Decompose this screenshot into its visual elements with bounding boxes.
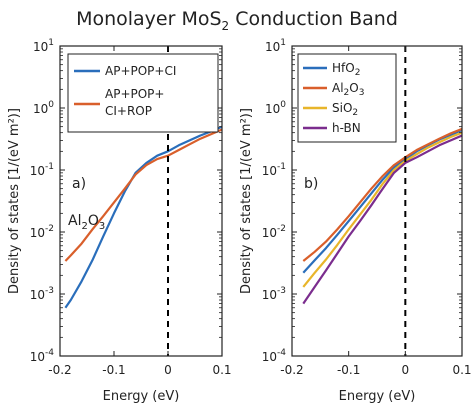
- legend-label-b-3: h-BN: [332, 121, 361, 135]
- y-tick-label-a-4: 100: [33, 100, 54, 116]
- figure-title-tail: Conduction Band: [229, 8, 398, 30]
- y-tick-label-b-1: 10-3: [262, 286, 286, 302]
- series-line-a-0: [64, 125, 222, 309]
- panel-b: -0.2 -0.1 0 0.1 10-4 10-3 10-2 10-1 100 101 Energy…: [239, 38, 472, 404]
- legend-label-b-2: SiO2: [332, 101, 358, 118]
- legend-label-a-1: AP+POP+ CI+ROP: [105, 87, 164, 118]
- y-tick-label-a-2: 10-2: [30, 224, 54, 240]
- y-tick-label-b-3: 10-1: [262, 162, 286, 178]
- x-tick-label-a-3: 0.1: [212, 363, 231, 377]
- y-tick-label-b-0: 10-4: [262, 348, 287, 364]
- panel-label-a: a): [72, 176, 86, 192]
- legend-box-a: [67, 53, 219, 133]
- series-line-b-0: [302, 129, 462, 274]
- panel-a: -0.2 -0.1 0 0.1 10-4 10-3 10-2 10-1 100 101 Energy…: [7, 38, 232, 404]
- y-tick-label-b-2: 10-2: [262, 224, 286, 240]
- figure-title: Monolayer MoS2 Conduction Band: [76, 8, 398, 33]
- axes-frame-b: [291, 45, 463, 357]
- y-tick-label-b-5: 101: [265, 38, 286, 54]
- axes-frame-a: [59, 45, 223, 357]
- annotation-a: Al2O3: [68, 213, 105, 232]
- panel-label-b: b): [304, 176, 318, 192]
- x-tick-label-a-0: -0.2: [48, 363, 71, 377]
- y-axis-label-b: Density of states [1/(eV m²)]: [239, 108, 254, 294]
- x-tick-label-b-1: -0.1: [337, 363, 360, 377]
- x-tick-label-a-2: 0: [164, 363, 172, 377]
- y-tick-label-a-0: 10-4: [30, 348, 55, 364]
- series-line-a-1: [64, 128, 222, 262]
- x-axis-label-b: Energy (eV): [339, 389, 416, 404]
- x-axis-label-a: Energy (eV): [103, 389, 180, 404]
- y-tick-label-a-3: 10-1: [30, 162, 54, 178]
- y-tick-label-b-4: 100: [265, 100, 286, 116]
- series-line-b-3: [302, 134, 462, 305]
- legend-label-b-1: Al2O3: [332, 81, 364, 98]
- x-tick-label-a-1: -0.1: [102, 363, 125, 377]
- x-tick-label-b-2: 0: [402, 363, 410, 377]
- legend-label-b-0: HfO2: [332, 61, 360, 78]
- y-tick-label-a-5: 101: [33, 38, 54, 54]
- x-tick-label-b-0: -0.2: [280, 363, 303, 377]
- series-line-b-1: [302, 127, 462, 262]
- figure-title-subscript: 2: [222, 19, 230, 33]
- y-tick-label-a-1: 10-3: [30, 286, 54, 302]
- x-tick-label-b-3: 0.1: [452, 363, 471, 377]
- y-axis-label-a: Density of states [1/(eV m²)]: [7, 108, 22, 294]
- figure-title-main: Monolayer MoS: [76, 8, 221, 30]
- series-line-b-2: [302, 131, 462, 288]
- legend-label-a-0: AP+POP+CI: [105, 64, 176, 78]
